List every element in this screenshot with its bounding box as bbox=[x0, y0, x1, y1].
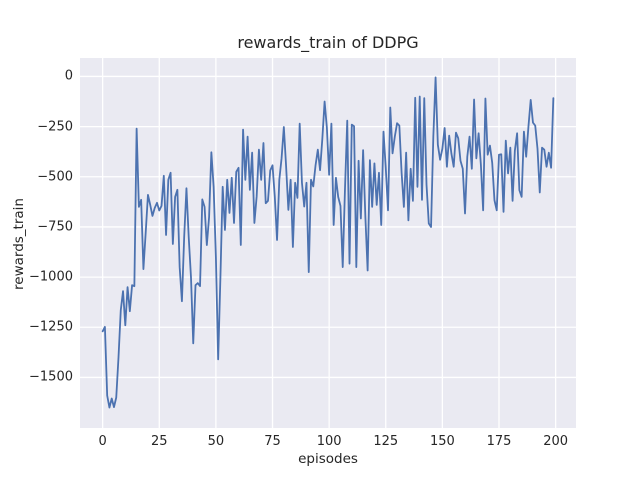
x-tick-label: 100 bbox=[316, 434, 342, 449]
chart-title: rewards_train of DDPG bbox=[237, 33, 419, 52]
y-tick-label: −250 bbox=[37, 119, 73, 135]
x-tick-label: 125 bbox=[373, 434, 399, 449]
x-tick-label: 175 bbox=[486, 434, 512, 449]
x-tick-label: 150 bbox=[429, 434, 455, 449]
x-tick-label: 200 bbox=[543, 434, 569, 449]
y-tick-label: −1250 bbox=[29, 319, 73, 335]
line-chart-svg bbox=[80, 58, 576, 428]
plot-area bbox=[80, 58, 576, 428]
x-tick-label: 75 bbox=[264, 434, 281, 449]
y-tick-label: −1500 bbox=[29, 369, 73, 385]
y-tick-label: −1000 bbox=[29, 269, 73, 285]
x-tick-label: 50 bbox=[207, 434, 225, 449]
reward-line bbox=[101, 76, 555, 409]
y-tick-label: −500 bbox=[37, 169, 73, 185]
x-tick-label: 25 bbox=[150, 434, 168, 449]
y-tick-label: 0 bbox=[64, 68, 73, 84]
x-axis-label: episodes bbox=[298, 451, 358, 467]
y-tick-label: −750 bbox=[37, 219, 73, 235]
x-tick-label: 0 bbox=[98, 434, 107, 449]
